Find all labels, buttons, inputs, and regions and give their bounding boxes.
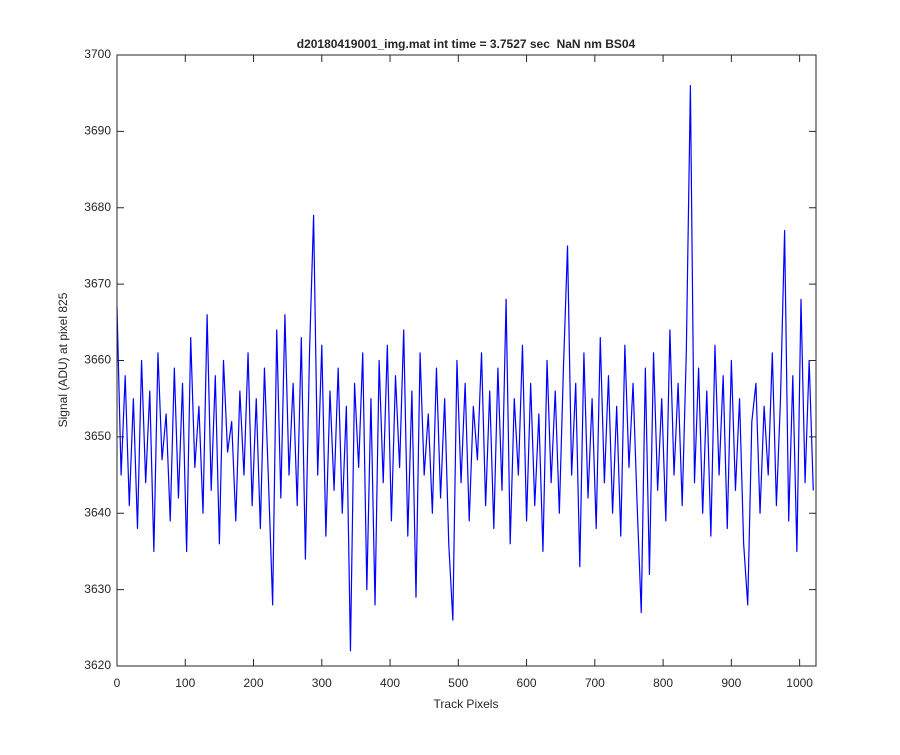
x-tick-label: 800 [653, 676, 673, 690]
y-tick-label: 3700 [84, 47, 111, 61]
x-tick-label: 500 [448, 676, 468, 690]
x-tick-label: 1000 [786, 676, 813, 690]
x-tick-label: 0 [114, 676, 121, 690]
y-tick-label: 3680 [84, 200, 111, 214]
x-tick-label: 600 [517, 676, 537, 690]
y-tick-label: 3630 [84, 582, 111, 596]
y-tick-label: 3660 [84, 353, 111, 367]
data-line [116, 84, 814, 652]
x-tick-label: 700 [585, 676, 605, 690]
y-tick-label: 3620 [84, 658, 111, 672]
x-tick-label: 900 [721, 676, 741, 690]
x-axis-label: Track Pixels [434, 697, 499, 711]
x-tick-label: 200 [244, 676, 264, 690]
x-tick-label: 300 [312, 676, 332, 690]
y-tick-label: 3690 [84, 124, 111, 138]
x-tick-label: 100 [175, 676, 195, 690]
y-tick-label: 3650 [84, 429, 111, 443]
x-tick-label: 400 [380, 676, 400, 690]
y-tick-label: 3640 [84, 505, 111, 519]
chart-title: d20180419001_img.mat int time = 3.7527 s… [297, 37, 636, 51]
y-tick-label: 3670 [84, 276, 111, 290]
y-axis-label: Signal (ADU) at pixel 825 [56, 292, 70, 427]
